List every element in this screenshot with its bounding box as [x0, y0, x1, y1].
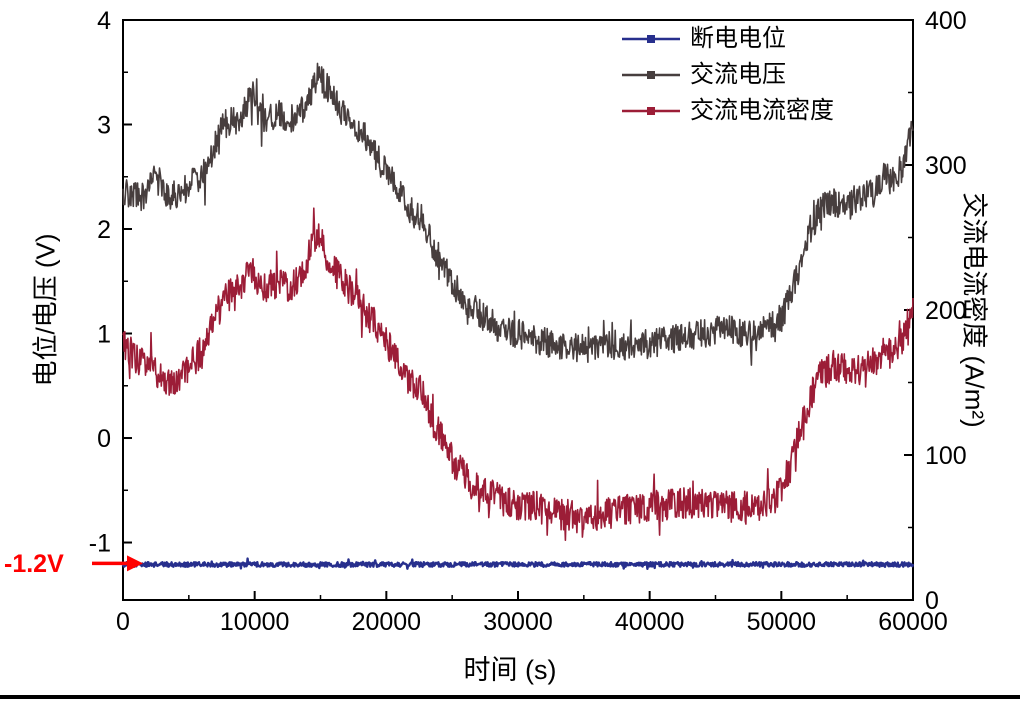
legend-swatch-2	[622, 107, 680, 115]
y-right-tick-label: 200	[925, 297, 967, 325]
chart-legend: 断电电位 交流电压 交流电流密度	[620, 26, 834, 124]
bottom-border-line	[0, 695, 1020, 699]
x-tick-label: 30000	[483, 608, 553, 636]
legend-label-0: 断电电位	[690, 25, 786, 52]
legend-swatch-0	[622, 35, 680, 43]
y-left-tick-label: 0	[97, 425, 111, 453]
series-line-0	[121, 557, 915, 570]
y-left-tick-label: 2	[97, 216, 111, 244]
y-left-tick-label: -1	[89, 530, 111, 558]
legend-label-1: 交流电压	[690, 61, 786, 88]
x-tick-label: 20000	[352, 608, 422, 636]
y-left-tick-label: 3	[97, 112, 111, 140]
x-tick-label: 60000	[878, 608, 948, 636]
y-left-tick-label: 4	[97, 7, 111, 35]
x-tick-label: 10000	[220, 608, 290, 636]
x-tick-label: 40000	[615, 608, 685, 636]
annotation-arrow-head	[127, 555, 143, 572]
y-right-tick-label: 0	[925, 587, 939, 615]
series-line-2	[122, 207, 914, 542]
x-tick-label: 50000	[747, 608, 817, 636]
y-right-tick-label: 400	[925, 7, 967, 35]
legend-item-2: 交流电流密度	[620, 98, 834, 124]
annotation-minus-1-2v: -1.2V	[4, 550, 64, 578]
x-tick-label: 0	[116, 608, 130, 636]
x-axis-label: 时间 (s)	[463, 655, 557, 685]
y-right-tick-label: 300	[925, 152, 967, 180]
legend-item-1: 交流电压	[620, 62, 834, 88]
y-right-tick-label: 100	[925, 442, 967, 470]
series-line-1	[122, 62, 914, 366]
y-left-tick-label: 1	[97, 321, 111, 349]
y-axis-label-right: 交流电流密度 (A/m²)	[959, 192, 990, 428]
y-axis-label-left: 电位/电压 (V)	[30, 233, 61, 387]
legend-label-2: 交流电流密度	[690, 97, 834, 124]
legend-swatch-1	[622, 71, 680, 79]
legend-item-0: 断电电位	[620, 26, 834, 52]
